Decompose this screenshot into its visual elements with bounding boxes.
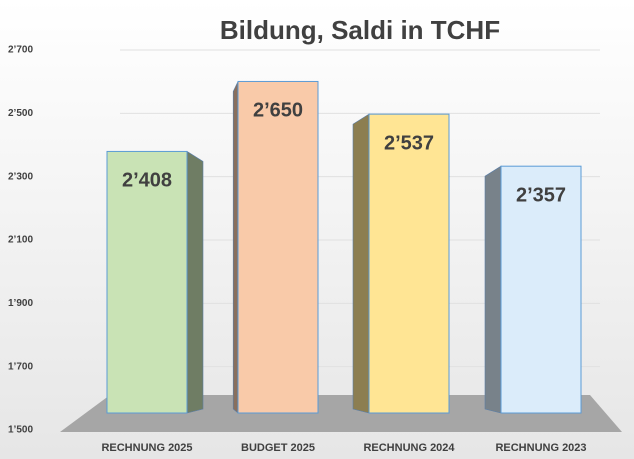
bar <box>237 80 319 414</box>
bar <box>500 165 582 414</box>
chart-title: Bildung, Saldi in TCHF <box>220 15 500 45</box>
bar-side <box>484 165 502 414</box>
bar <box>106 150 188 414</box>
data-label: 2’537 <box>384 132 434 154</box>
bar-side <box>232 81 239 414</box>
x-tick-label: RECHNUNG 2025 <box>101 442 192 454</box>
x-tick-label: RECHNUNG 2024 <box>363 442 455 454</box>
bar <box>368 113 450 414</box>
data-label: 2’357 <box>516 184 566 206</box>
bar-side <box>186 150 204 414</box>
data-label: 2’650 <box>253 100 303 122</box>
x-tick-label: BUDGET 2025 <box>241 442 315 454</box>
y-tick-label: 2’700 <box>8 45 33 56</box>
y-tick-label: 2’500 <box>8 108 33 119</box>
bar-side <box>352 113 370 414</box>
y-tick-label: 1’500 <box>8 425 33 436</box>
y-tick-label: 2’300 <box>8 171 33 182</box>
y-tick-label: 1’900 <box>8 298 33 309</box>
y-tick-label: 1’700 <box>8 361 33 372</box>
data-label: 2’408 <box>122 170 172 192</box>
x-tick-label: RECHNUNG 2023 <box>495 442 586 454</box>
y-tick-label: 2’100 <box>8 235 33 246</box>
